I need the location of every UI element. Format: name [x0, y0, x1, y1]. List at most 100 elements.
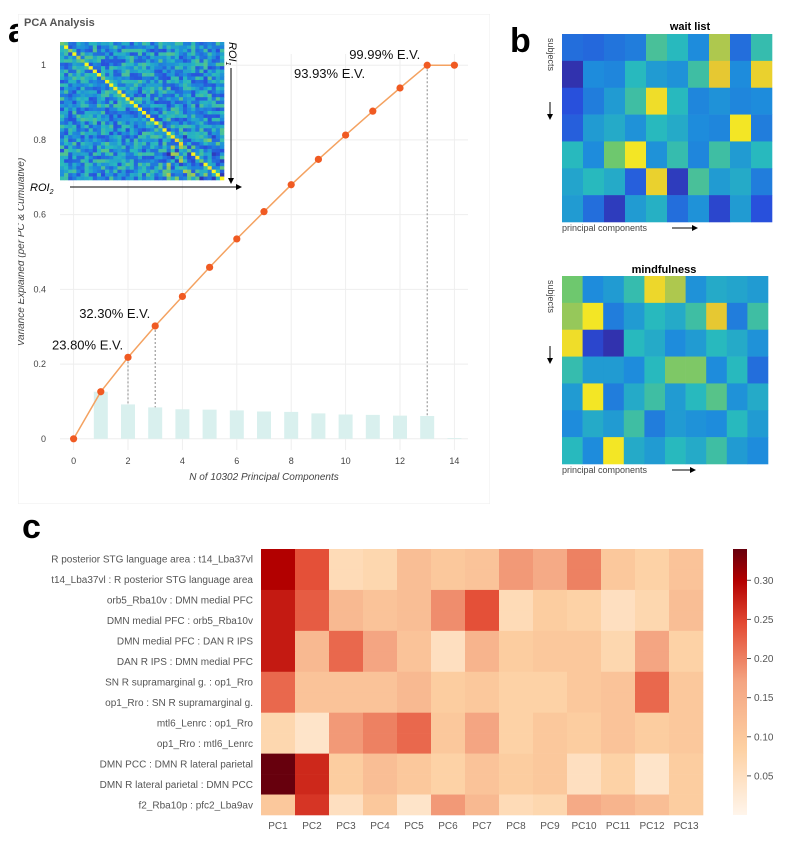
loading-cell: [261, 589, 296, 611]
inset-cell: [109, 42, 114, 46]
inset-cell: [142, 117, 147, 122]
inset-cell: [166, 45, 171, 50]
inset-cell: [76, 48, 81, 53]
inset-cell: [96, 176, 102, 181]
inset-cell: [187, 166, 192, 170]
loading-cell: [567, 671, 602, 693]
inset-cell: [129, 169, 135, 174]
inset-cell: [117, 59, 122, 63]
inset-cell: [142, 148, 147, 153]
inset-cell: [178, 104, 184, 108]
inset-cell: [84, 69, 89, 74]
inset-cell: [137, 169, 143, 174]
inset-cell: [113, 148, 118, 153]
inset-cell: [137, 159, 143, 164]
inset-cell: [207, 100, 212, 105]
inset-cell: [68, 107, 73, 112]
inset-cell: [191, 97, 196, 101]
inset-cell: [158, 155, 163, 160]
heatmap-cell: [644, 410, 666, 438]
inset-cell: [68, 66, 73, 70]
inset-cell: [199, 176, 204, 181]
inset-cell: [158, 97, 163, 101]
loading-cell: [499, 589, 534, 611]
inset-cell: [191, 73, 196, 77]
loading-cell: [329, 794, 364, 816]
inset-cell: [101, 45, 106, 50]
y-tick-label: 1: [41, 60, 46, 70]
inset-cell: [219, 117, 225, 122]
inset-cell: [64, 66, 69, 70]
inset-cell: [191, 66, 196, 70]
inset-cell: [166, 69, 171, 74]
inset-cell: [166, 162, 171, 167]
heatmap-cell: [706, 356, 728, 384]
inset-cell: [174, 176, 180, 181]
inset-cell: [146, 145, 151, 150]
inset-cell: [207, 90, 212, 95]
inset-cell: [117, 169, 122, 174]
inset-cell: [117, 159, 122, 164]
heatmap-cell: [685, 302, 707, 331]
inset-cell: [211, 145, 217, 150]
inset-cell: [133, 66, 139, 70]
inset-cell: [199, 124, 204, 129]
inset-cell: [166, 48, 171, 53]
inset-cell: [203, 138, 208, 143]
loading-cell: [329, 651, 364, 673]
inset-cell: [142, 100, 147, 105]
waitlist-heatmap: wait list subjects principal components: [546, 21, 773, 233]
heatmap-cell: [603, 276, 625, 304]
inset-cell: [195, 114, 200, 119]
inset-cell: [76, 152, 81, 157]
inset-cell: [183, 117, 188, 122]
column-label: PC6: [438, 821, 458, 832]
inset-cell: [60, 97, 65, 101]
inset-cell: [76, 52, 81, 57]
heatmap-cell: [709, 141, 731, 169]
inset-cell: [88, 83, 94, 88]
inset-cell: [183, 138, 188, 143]
inset-cell: [133, 166, 139, 170]
inset-cell: [60, 59, 65, 63]
row-label: SN R supramarginal g. : op1_Rro: [105, 678, 253, 689]
inset-cell: [80, 90, 85, 95]
inset-cell: [76, 79, 81, 84]
inset-cell: [187, 148, 192, 153]
loading-cell: [635, 733, 670, 754]
inset-cell: [187, 45, 192, 50]
inset-cell: [203, 135, 208, 139]
heatmap-cell: [667, 87, 689, 115]
inset-cell: [117, 142, 122, 146]
heatmap-cell: [603, 437, 625, 465]
inset-cell: [72, 124, 77, 129]
inset-cell: [162, 162, 167, 167]
inset-cell: [187, 152, 192, 157]
inset-cell: [158, 135, 163, 139]
inset-cell: [129, 97, 135, 101]
inset-cell: [80, 131, 85, 136]
inset-cell: [199, 107, 204, 112]
inset-cell: [137, 59, 143, 63]
x-tick-label: 6: [234, 456, 239, 466]
inset-cell: [117, 93, 122, 98]
loading-cell: [397, 610, 432, 632]
inset-cell: [187, 131, 192, 136]
inset-cell: [187, 142, 192, 146]
inset-cell: [183, 121, 188, 126]
inset-cell: [68, 45, 73, 50]
heatmap-cell: [747, 383, 769, 411]
inset-cell: [150, 97, 155, 101]
inset-cell: [117, 83, 122, 88]
inset-roi2-label: ROI2: [30, 182, 54, 196]
inset-cell: [211, 79, 217, 84]
inset-cell: [199, 52, 204, 57]
loading-cell: [329, 671, 364, 693]
inset-cell: [178, 97, 184, 101]
loading-cell: [499, 630, 534, 652]
inset-cell: [146, 176, 151, 181]
heatmap-cell: [604, 141, 626, 169]
inset-cell: [199, 90, 204, 95]
loading-cell: [397, 692, 432, 713]
panel-letter-c: c: [22, 508, 41, 546]
